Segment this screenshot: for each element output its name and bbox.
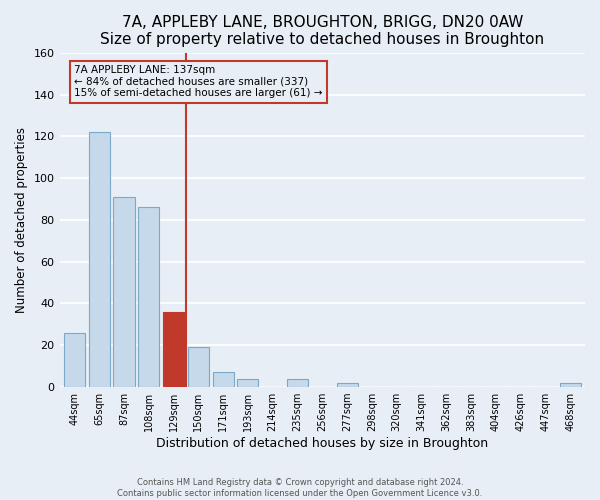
Bar [212, 372, 233, 387]
Y-axis label: Number of detached properties: Number of detached properties [15, 127, 28, 313]
Bar [113, 197, 134, 387]
Bar [163, 312, 184, 387]
Bar [188, 348, 209, 387]
Bar [337, 383, 358, 387]
Bar [138, 208, 160, 387]
Bar [560, 383, 581, 387]
Bar [287, 378, 308, 387]
Text: 7A APPLEBY LANE: 137sqm
← 84% of detached houses are smaller (337)
15% of semi-d: 7A APPLEBY LANE: 137sqm ← 84% of detache… [74, 66, 323, 98]
X-axis label: Distribution of detached houses by size in Broughton: Distribution of detached houses by size … [156, 437, 488, 450]
Text: Contains HM Land Registry data © Crown copyright and database right 2024.
Contai: Contains HM Land Registry data © Crown c… [118, 478, 482, 498]
Bar [64, 333, 85, 387]
Bar [238, 378, 259, 387]
Bar [89, 132, 110, 387]
Title: 7A, APPLEBY LANE, BROUGHTON, BRIGG, DN20 0AW
Size of property relative to detach: 7A, APPLEBY LANE, BROUGHTON, BRIGG, DN20… [100, 15, 544, 48]
